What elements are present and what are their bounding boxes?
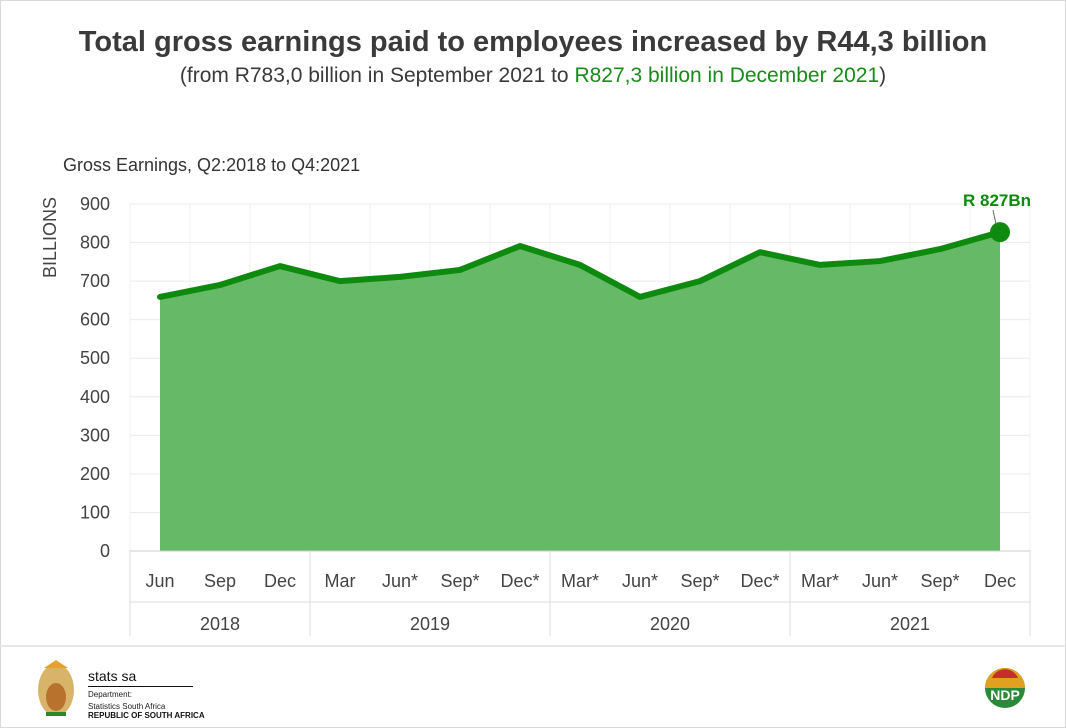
x-tick-label: Mar* bbox=[561, 571, 599, 591]
year-label: 2021 bbox=[890, 614, 930, 634]
year-label: 2020 bbox=[650, 614, 690, 634]
chart-title: Gross Earnings, Q2:2018 to Q4:2021 bbox=[63, 155, 361, 175]
x-tick-label: Sep* bbox=[440, 571, 479, 591]
x-tick-label: Dec bbox=[984, 571, 1016, 591]
annotation-label: R 827Bn bbox=[963, 191, 1031, 210]
dept-line-3: REPUBLIC OF SOUTH AFRICA bbox=[88, 711, 205, 720]
y-tick-label: 200 bbox=[80, 464, 110, 484]
subtitle-highlight: R827,3 billion in December 2021 bbox=[574, 64, 880, 87]
footer-divider bbox=[0, 645, 1066, 647]
y-tick-label: 900 bbox=[80, 194, 110, 214]
x-tick-label: Dec bbox=[264, 571, 296, 591]
area-fill bbox=[160, 232, 1000, 551]
page-title: Total gross earnings paid to employees i… bbox=[78, 26, 988, 58]
y-axis-label: BILLIONS bbox=[40, 197, 60, 278]
year-label: 2019 bbox=[410, 614, 450, 634]
x-tick-label: Jun* bbox=[622, 571, 658, 591]
y-tick-label: 100 bbox=[80, 502, 110, 522]
y-tick-label: 500 bbox=[80, 348, 110, 368]
x-tick-label: Jun* bbox=[862, 571, 898, 591]
annotation-leader bbox=[992, 210, 997, 225]
x-tick-label: Sep* bbox=[920, 571, 959, 591]
y-tick-label: 600 bbox=[80, 310, 110, 330]
x-tick-label: Dec* bbox=[740, 571, 779, 591]
y-tick-label: 0 bbox=[100, 541, 110, 561]
subtitle-suffix: ) bbox=[879, 64, 887, 87]
year-label: 2018 bbox=[200, 614, 240, 634]
dept-line-2: Statistics South Africa bbox=[88, 702, 166, 711]
x-tick-label: Sep* bbox=[680, 571, 719, 591]
stats-sa-logo: stats sa Department: Statistics South Af… bbox=[88, 668, 205, 720]
x-tick-label: Sep bbox=[204, 571, 236, 591]
y-tick-label: 800 bbox=[80, 233, 110, 253]
x-tick-label: Dec* bbox=[500, 571, 539, 591]
y-tick-label: 400 bbox=[80, 387, 110, 407]
data-point bbox=[990, 222, 1010, 243]
y-tick-label: 300 bbox=[80, 425, 110, 445]
x-tick-label: Jun* bbox=[382, 571, 418, 591]
dept-line-1: Department: bbox=[88, 690, 133, 699]
x-tick-label: Mar* bbox=[801, 571, 839, 591]
x-tick-label: Mar bbox=[325, 571, 356, 591]
subtitle-prefix: (from R783,0 billion in September 2021 t… bbox=[179, 64, 575, 87]
y-tick-label: 700 bbox=[80, 271, 110, 291]
logo-name: stats sa bbox=[88, 668, 193, 687]
page-subtitle: (from R783,0 billion in September 2021 t… bbox=[0, 64, 1066, 88]
x-tick-label: Jun bbox=[145, 571, 174, 591]
